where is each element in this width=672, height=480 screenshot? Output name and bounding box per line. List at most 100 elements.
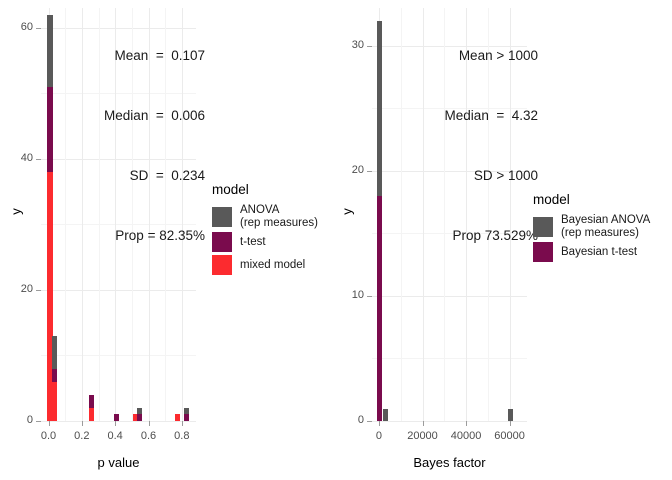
legend-item[interactable]: mixed model [212,255,318,275]
bar-segment-t-test [113,414,119,421]
gridline-horizontal-major [41,421,196,422]
bar-segment-mixed-model [47,171,54,421]
gridline-horizontal-minor [372,358,527,360]
bar-segment-mixed-model [175,414,181,421]
histogram-bar [47,14,54,421]
histogram-bar [113,414,119,421]
legend-item[interactable]: ANOVA (rep measures) [212,204,318,229]
legend-item-label: Bayesian ANOVA (rep measures) [561,214,651,239]
x-tick-label: 60000 [494,430,525,442]
histogram-bar [89,394,95,421]
legend-item-label: t-test [240,235,266,248]
y-tick-label: 40 [20,151,33,164]
bar-segment-bayes-t-test [377,195,383,421]
gridline-horizontal-minor [41,224,196,226]
gridline-vertical-major [509,8,511,421]
y-tick-mark [36,158,41,160]
gridline-horizontal-major [372,45,527,47]
x-tick-mark [115,421,117,426]
plot-area-right [372,8,527,422]
y-tick-label: 0 [26,414,33,426]
legend-item-label: ANOVA (rep measures) [240,204,318,229]
y-tick-mark [36,27,41,29]
x-tick-mark [509,421,511,426]
x-tick-mark [466,421,468,426]
bar-segment-mixed-model [89,407,95,421]
x-tick-mark [422,421,424,426]
x-tick-mark [148,421,150,426]
gridline-vertical-minor [444,8,446,421]
panel-p-value: 0 20 40 60 0.0 0.2 0.4 0.6 0.8 y p value Mean =… [8,6,318,470]
gridline-vertical-minor [165,8,167,421]
annotation-mean-right: Mean > 1000 [458,48,538,63]
legend-swatch-icon [212,206,232,227]
x-tick-label: 0.6 [140,430,157,442]
y-tick-label: 20 [20,282,33,295]
y-tick-label: 0 [357,414,364,426]
gridline-horizontal-major [372,295,527,297]
histogram-bar [136,407,142,421]
bar-segment-t-test [51,368,57,382]
bar-segment-t-test [47,86,54,172]
histogram-bar [184,407,190,421]
gridline-horizontal-minor [372,233,527,235]
gridline-horizontal-major [372,170,527,172]
legend-item[interactable]: Bayesian ANOVA (rep measures) [533,214,650,239]
legend-swatch-icon [533,216,553,237]
gridline-vertical-minor [131,8,133,421]
gridline-vertical-minor [400,8,402,421]
legend-title-right: model [533,192,570,207]
legend-item[interactable]: Bayesian t-test [533,242,650,262]
legend-right: model Bayesian ANOVA (rep measures) Bayes… [533,192,650,265]
legend-title-left: model [212,182,249,197]
legend-item-label: Bayesian t-test [561,245,638,258]
bar-segment-t-test [89,394,95,408]
y-tick-mark [367,295,372,297]
panel-bayes-factor: 0 10 20 30 0 20000 40000 60000 y Bayes factor … [336,0,672,480]
gridline-vertical-major [148,8,150,421]
stats-annotation-right: Mean > 1000 Median = 4.32 SD > 1000 Prop… [398,6,538,286]
y-axis-title-left: y [8,208,24,215]
y-tick-label: 60 [20,20,33,33]
stats-annotation-left: Mean = 0.107 Median = 0.006 SD = 0.234 P… [65,6,205,286]
y-tick-label: 20 [351,163,364,176]
gridline-horizontal-minor [372,108,527,110]
bar-segment-bayes-anova [377,20,383,196]
annotation-mean-left: Mean = 0.107 [114,48,205,63]
x-axis-title-left: p value [97,455,140,470]
legend-swatch-icon [533,242,553,262]
x-tick-label: 0 [375,430,383,442]
legend-swatch-icon [212,232,232,252]
gridline-vertical-major [422,8,424,421]
gridline-vertical-major [466,8,468,421]
legend-items-left: ANOVA (rep measures) t-test mixed model [212,204,318,275]
x-tick-label: 20000 [407,430,438,442]
annotation-prop-left: Prop = 82.35% [115,228,205,243]
gridline-horizontal-minor [41,93,196,95]
gridline-vertical-major [115,8,117,421]
legend-item-label: mixed model [240,258,306,271]
bar-segment-bayes-anova [383,408,389,421]
y-tick-label: 10 [351,288,364,301]
histogram-bar [175,414,181,421]
gridline-vertical-minor [487,8,489,421]
legend-item[interactable]: t-test [212,232,318,252]
bar-segment-anova [184,407,190,415]
x-tick-mark [81,421,83,426]
bar-segment-mixed-model [132,414,138,421]
x-tick-label: 0.0 [40,430,57,442]
y-tick-mark [367,45,372,47]
x-tick-label: 0.2 [74,430,90,442]
bar-segment-anova [51,335,57,369]
x-tick-mark [378,421,380,426]
annotation-median-left: Median = 0.006 [104,108,205,123]
annotation-sd-right: SD > 1000 [473,168,538,183]
bar-segment-t-test [136,414,142,421]
gridline-vertical-minor [65,8,67,421]
gridline-horizontal-major [372,421,527,422]
gridline-horizontal-major [41,27,196,29]
bar-segment-bayes-anova [507,408,513,421]
x-tick-mark [48,421,50,426]
plot-area-left [41,8,196,422]
legend-swatch-icon [212,255,232,275]
